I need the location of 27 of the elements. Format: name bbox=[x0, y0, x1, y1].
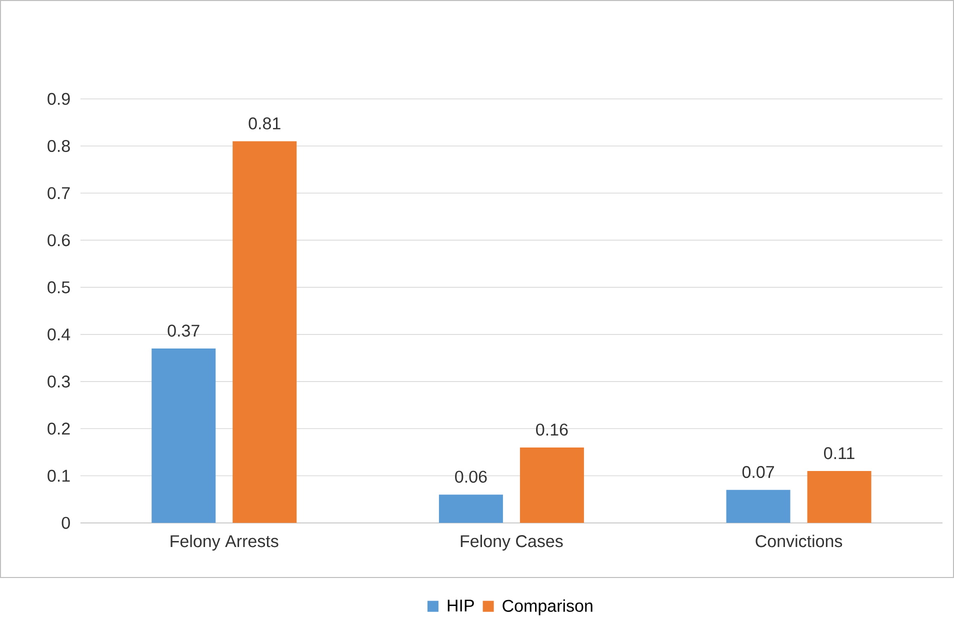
legend-label: Comparison bbox=[502, 599, 592, 616]
bar bbox=[726, 490, 790, 523]
y-tick-label: 0.9 bbox=[48, 92, 70, 105]
y-tick-label: 0.3 bbox=[48, 375, 70, 388]
data-label: 0.11 bbox=[824, 447, 854, 460]
legend-label: HIP bbox=[448, 600, 474, 612]
y-tick-label: 0.7 bbox=[48, 186, 70, 199]
x-tick-label: Convictions bbox=[756, 534, 842, 548]
data-label: 0.07 bbox=[742, 466, 774, 478]
y-tick-label: 0.6 bbox=[48, 234, 70, 246]
y-tick-label: 0.5 bbox=[48, 281, 70, 294]
bar bbox=[152, 348, 216, 523]
data-label: 0.06 bbox=[455, 470, 487, 483]
y-tick-label: 0.4 bbox=[48, 328, 70, 340]
bar bbox=[438, 494, 503, 523]
bar bbox=[520, 447, 584, 523]
y-tick-label: 0.2 bbox=[48, 422, 70, 435]
data-label: 0.81 bbox=[248, 117, 280, 130]
x-tick-label: Felony Arrests bbox=[170, 534, 278, 550]
bar bbox=[807, 470, 872, 523]
y-tick-label: 0 bbox=[62, 516, 70, 529]
y-tick-label: 0.8 bbox=[48, 140, 70, 152]
data-label: 0.16 bbox=[536, 423, 568, 436]
x-tick-label: Felony Cases bbox=[460, 534, 563, 550]
bar bbox=[232, 141, 297, 523]
data-label: 0.37 bbox=[168, 324, 200, 337]
y-tick-label: 0.1 bbox=[48, 470, 70, 482]
